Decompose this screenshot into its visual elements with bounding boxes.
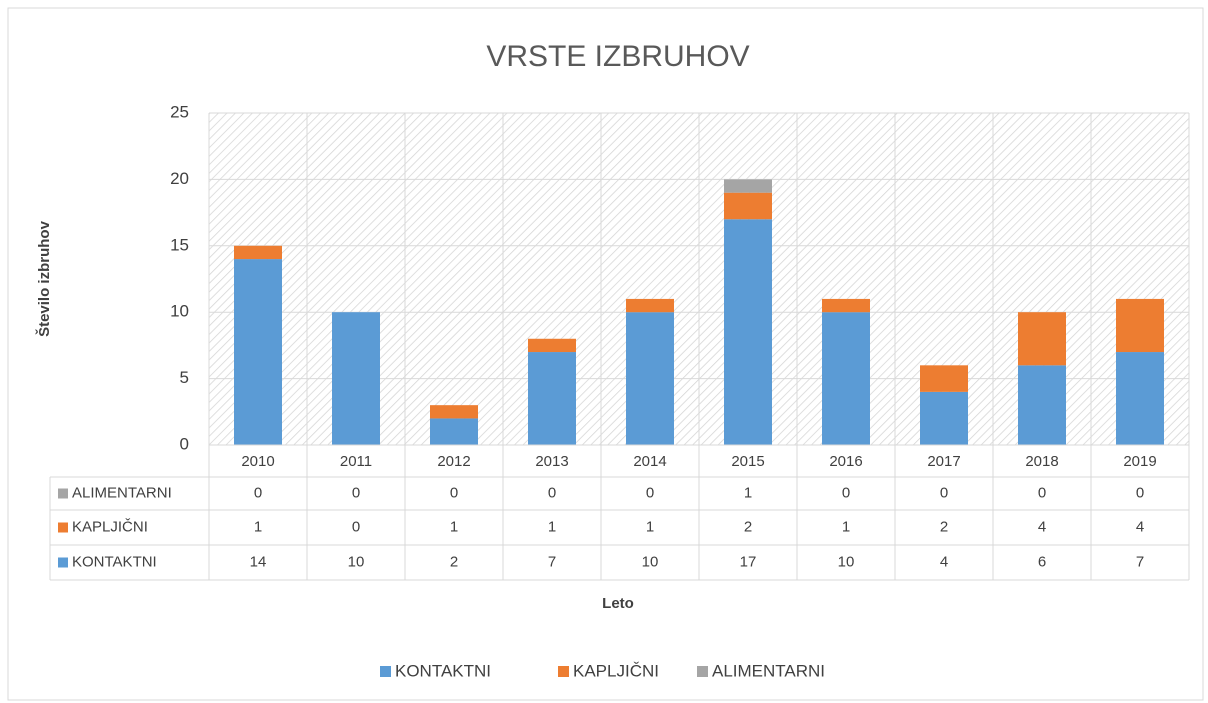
- table-cell: 1: [646, 518, 654, 535]
- bar: [1018, 365, 1066, 445]
- x-tick-label: 2012: [437, 453, 470, 470]
- table-cell: 1: [548, 518, 556, 535]
- x-tick-label: 2016: [829, 453, 862, 470]
- table-cell: 0: [548, 484, 556, 501]
- bar: [626, 298, 674, 313]
- x-tick-label: 2010: [241, 453, 274, 470]
- table-cell: 0: [254, 484, 262, 501]
- table-cell: 1: [744, 484, 752, 501]
- y-tick-label: 0: [180, 434, 189, 453]
- table-row-label: KAPLJIČNI: [72, 518, 148, 535]
- bar: [920, 365, 968, 392]
- table-cell: 10: [838, 553, 855, 570]
- x-tick-label: 2015: [731, 453, 764, 470]
- legend-key: [380, 666, 391, 677]
- table-cell: 4: [1038, 518, 1046, 535]
- table-cell: 0: [352, 518, 360, 535]
- legend-label: KONTAKTNI: [395, 661, 491, 680]
- table-cell: 0: [940, 484, 948, 501]
- table-cell: 0: [1038, 484, 1046, 501]
- table-cell: 4: [940, 553, 948, 570]
- table-cell: 4: [1136, 518, 1144, 535]
- legend-label: ALIMENTARNI: [712, 661, 825, 680]
- x-tick-label: 2019: [1123, 453, 1156, 470]
- legend-label: KAPLJIČNI: [573, 661, 659, 680]
- table-cell: 7: [548, 553, 556, 570]
- y-tick-label: 15: [170, 235, 189, 254]
- x-tick-label: 2017: [927, 453, 960, 470]
- table-legend-key: [58, 557, 68, 568]
- table-cell: 1: [842, 518, 850, 535]
- y-tick-label: 25: [170, 102, 189, 121]
- table-cell: 1: [450, 518, 458, 535]
- x-tick-label: 2018: [1025, 453, 1058, 470]
- table-legend-key: [58, 522, 68, 533]
- bar: [234, 245, 282, 260]
- bar: [528, 338, 576, 353]
- y-tick-label: 10: [170, 302, 189, 321]
- table-cell: 1: [254, 518, 262, 535]
- bar: [724, 192, 772, 220]
- table-cell: 6: [1038, 553, 1046, 570]
- x-tick-label: 2014: [633, 453, 666, 470]
- bar: [724, 219, 772, 445]
- table-cell: 7: [1136, 553, 1144, 570]
- table-legend-key: [58, 488, 68, 499]
- bar: [724, 179, 772, 193]
- bar: [626, 312, 674, 445]
- bar: [234, 259, 282, 445]
- bar: [430, 405, 478, 419]
- table-cell: 2: [940, 518, 948, 535]
- bar: [1018, 312, 1066, 366]
- bar: [332, 312, 380, 445]
- bar: [528, 352, 576, 445]
- table-cell: 17: [740, 553, 757, 570]
- table-cell: 0: [450, 484, 458, 501]
- table-row-label: KONTAKTNI: [72, 553, 157, 570]
- chart-title: VRSTE IZBRUHOV: [486, 40, 749, 73]
- bar: [920, 391, 968, 445]
- table-cell: 0: [352, 484, 360, 501]
- table-cell: 2: [450, 553, 458, 570]
- bar: [1116, 352, 1164, 445]
- table-cell: 0: [1136, 484, 1144, 501]
- table-row-label: ALIMENTARNI: [72, 484, 172, 501]
- x-axis-label: Leto: [602, 595, 634, 612]
- y-axis-label: Število izbruhov: [35, 220, 53, 337]
- bar: [822, 298, 870, 313]
- table-cell: 0: [842, 484, 850, 501]
- bar: [822, 312, 870, 445]
- table-cell: 14: [250, 553, 267, 570]
- y-tick-label: 20: [170, 169, 189, 188]
- table-cell: 10: [348, 553, 365, 570]
- table-cell: 0: [646, 484, 654, 501]
- x-tick-label: 2013: [535, 453, 568, 470]
- y-tick-label: 5: [180, 368, 189, 387]
- bar: [430, 418, 478, 445]
- table-cell: 10: [642, 553, 659, 570]
- legend-key: [697, 666, 708, 677]
- bar: [1116, 298, 1164, 353]
- legend-key: [558, 666, 569, 677]
- table-cell: 2: [744, 518, 752, 535]
- x-tick-label: 2011: [340, 453, 372, 470]
